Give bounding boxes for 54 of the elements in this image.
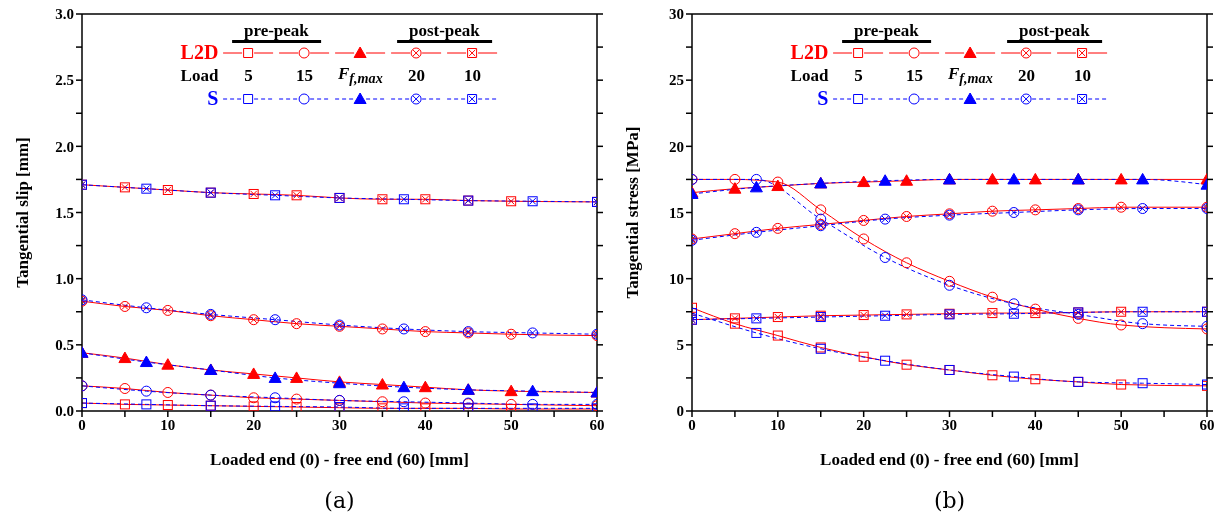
- y-tick-label: 0: [676, 403, 684, 420]
- x-axis-title: Loaded end (0) - free end (60) [mm]: [210, 450, 469, 469]
- y-tick-label: 2.5: [55, 72, 74, 89]
- annotation: 10: [1072, 64, 1092, 87]
- annotation: 20: [1016, 64, 1036, 87]
- annotation: 20: [406, 64, 426, 87]
- annotation: 5: [853, 64, 864, 87]
- x-tick-label: 60: [589, 416, 605, 433]
- annotation: 15: [294, 64, 314, 87]
- annotation: F$_{f,max}$: [947, 64, 994, 88]
- annotation: L2D: [179, 41, 220, 64]
- annotation: S: [206, 87, 220, 111]
- x-tick-label: 60: [1199, 416, 1215, 433]
- x-tick-label: 30: [942, 416, 957, 433]
- y-tick-label: 1.0: [55, 270, 74, 287]
- annotation: post-peak: [1006, 21, 1102, 43]
- y-tick-label: 0.5: [55, 337, 74, 354]
- y-tick-label: 0.0: [55, 403, 74, 420]
- annotation: 15: [904, 64, 924, 87]
- y-axis-title: Tangential stress [MPa]: [623, 126, 643, 299]
- y-tick-label: 15: [669, 204, 684, 221]
- y-tick-label: 20: [669, 138, 684, 155]
- annotation: pre-peak: [841, 21, 931, 43]
- annotation: Load: [789, 64, 830, 87]
- x-tick-label: 0: [78, 416, 86, 433]
- x-tick-label: 50: [1113, 416, 1129, 433]
- annotation: S: [816, 87, 830, 111]
- x-tick-label: 50: [503, 416, 519, 433]
- x-tick-label: 40: [1027, 416, 1043, 433]
- y-tick-label: 5: [676, 337, 684, 354]
- annotation: L2D: [789, 41, 830, 64]
- x-tick-label: 40: [417, 416, 433, 433]
- y-tick-label: 3.0: [55, 6, 74, 23]
- x-tick-label: 10: [160, 416, 176, 433]
- annotation: pre-peak: [231, 21, 321, 43]
- x-tick-label: 30: [332, 416, 347, 433]
- x-tick-label: 20: [246, 416, 262, 433]
- x-tick-label: 10: [770, 416, 786, 433]
- x-tick-label: 20: [856, 416, 872, 433]
- y-tick-label: 25: [669, 72, 684, 89]
- x-axis-title: Loaded end (0) - free end (60) [mm]: [820, 450, 1079, 469]
- annotation: Load: [179, 64, 220, 87]
- y-tick-label: 10: [669, 270, 684, 287]
- annotation: 5: [243, 64, 254, 87]
- y-tick-label: 30: [669, 6, 684, 23]
- y-axis-title: Tangential slip [mm]: [13, 137, 33, 288]
- text: (b): [932, 488, 967, 513]
- annotation: post-peak: [396, 21, 492, 43]
- x-tick-label: 0: [688, 416, 696, 433]
- y-tick-label: 1.5: [55, 204, 74, 221]
- annotation: F$_{f,max}$: [337, 64, 384, 88]
- y-tick-label: 2.0: [55, 138, 74, 155]
- text: (a): [323, 488, 356, 513]
- annotation: 10: [462, 64, 482, 87]
